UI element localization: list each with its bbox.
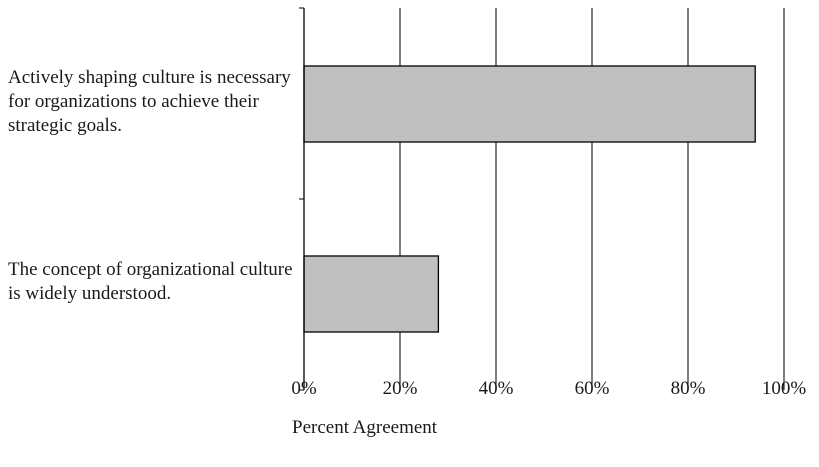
- x-tick-label-4: 80%: [670, 378, 706, 399]
- x-tick-label-0: 0%: [291, 378, 317, 399]
- x-tick-label-5: 100%: [761, 378, 807, 399]
- category-label-shaping-culture: Actively shaping culture is necessary fo…: [8, 67, 291, 136]
- x-axis-title: Percent Agreement: [292, 417, 438, 438]
- x-tick-label-1: 20%: [382, 378, 418, 399]
- bar-0: [303, 65, 756, 143]
- x-tick-label-2: 40%: [478, 378, 514, 399]
- x-tick-label-3: 60%: [574, 378, 610, 399]
- bar-1: [303, 255, 440, 333]
- category-label-concept-understood: The concept of organizational culture is…: [8, 259, 293, 304]
